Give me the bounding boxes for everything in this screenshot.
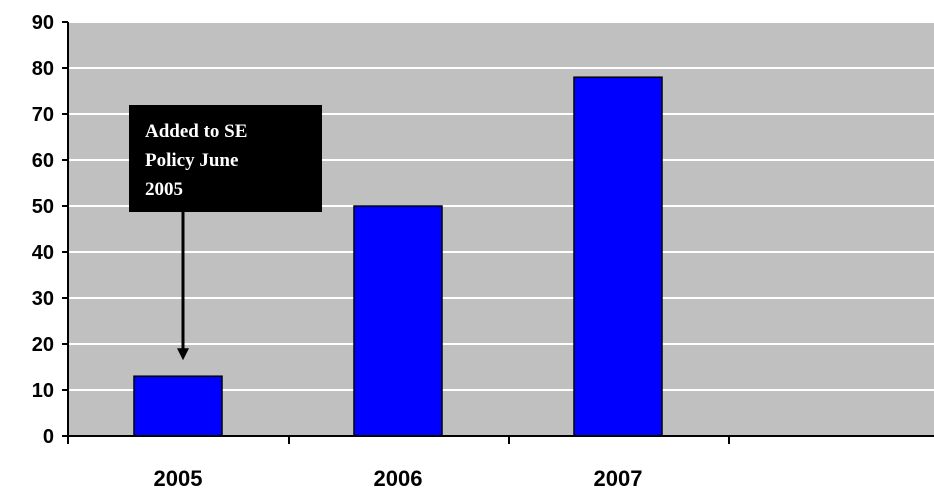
x-tick-label: 2006 — [374, 466, 423, 491]
y-tick-label: 80 — [32, 58, 54, 80]
arrow-head — [177, 348, 189, 361]
y-tick-label: 40 — [32, 242, 54, 264]
plot-area — [68, 22, 934, 436]
y-tick-label: 30 — [32, 288, 54, 310]
axes — [62, 21, 934, 444]
y-tick-label: 10 — [32, 380, 54, 402]
y-tick-label: 20 — [32, 334, 54, 356]
y-tick-label: 0 — [43, 426, 54, 448]
x-tick-labels: 2005 2006 2007 — [154, 466, 643, 491]
annotation-line-2: Policy June — [145, 150, 239, 171]
bar-2007 — [573, 76, 663, 437]
y-tick-label: 70 — [32, 104, 54, 126]
x-tick-label: 2005 — [154, 466, 203, 491]
annotation-line-1: Added to SE — [145, 121, 248, 142]
annotation-callout: Added to SE Policy June 2005 — [129, 105, 322, 212]
bar-2006 — [353, 205, 443, 437]
annotation-line-3: 2005 — [145, 179, 183, 200]
x-tick-label: 2007 — [594, 466, 643, 491]
bars — [133, 76, 663, 437]
y-tick-label: 60 — [32, 150, 54, 172]
y-tick-label: 50 — [32, 196, 54, 218]
y-tick-label: 90 — [32, 12, 54, 34]
bar-2005 — [133, 375, 223, 437]
y-tick-labels: 0 10 20 30 40 50 60 70 80 90 — [32, 12, 54, 448]
annotation-arrow — [177, 212, 189, 361]
